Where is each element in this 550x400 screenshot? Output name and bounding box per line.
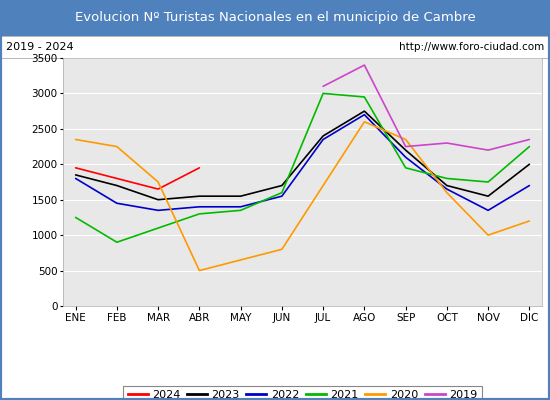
Text: http://www.foro-ciudad.com: http://www.foro-ciudad.com (399, 42, 544, 52)
Legend: 2024, 2023, 2022, 2021, 2020, 2019: 2024, 2023, 2022, 2021, 2020, 2019 (123, 386, 482, 400)
Text: 2019 - 2024: 2019 - 2024 (6, 42, 73, 52)
Text: Evolucion Nº Turistas Nacionales en el municipio de Cambre: Evolucion Nº Turistas Nacionales en el m… (75, 12, 475, 24)
